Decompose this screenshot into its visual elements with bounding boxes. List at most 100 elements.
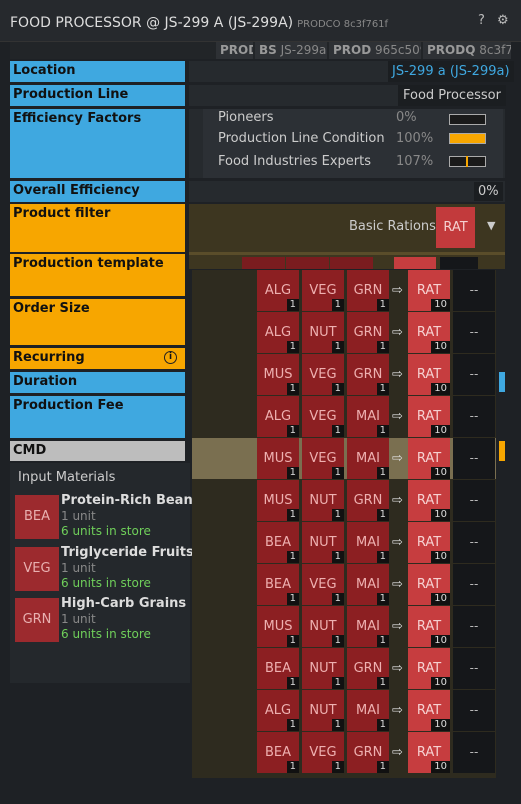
production-line-label: Production Line [10, 85, 185, 106]
duration-label: Duration [10, 372, 185, 393]
efficiency-percent: 107% [396, 154, 434, 169]
input-material-item[interactable]: BEA Protein-Rich Beans 1 unit 6 units in… [15, 493, 200, 543]
material-stock: 6 units in store [61, 576, 151, 590]
material-amount: 1 [331, 719, 344, 731]
recipe-extra: -- [453, 354, 495, 395]
material-amount: 10 [431, 299, 450, 311]
recipe-input-material: MAI 1 [347, 396, 389, 437]
arrow-right-icon: ⇨ [392, 661, 403, 676]
recipe-output-material: RAT 10 [408, 606, 450, 647]
gear-icon[interactable]: ⚙ [497, 13, 509, 28]
material-amount: 1 [286, 551, 299, 563]
recipe-option[interactable]: ALG 1 VEG 1 GRN 1 ⇨ RAT 10 -- [192, 270, 496, 311]
material-amount: 1 [376, 761, 389, 773]
recipe-input-material: VEG 1 [302, 732, 344, 773]
material-ticker: NUT [309, 535, 337, 550]
material-amount: 10 [431, 425, 450, 437]
location-label: Location [10, 61, 185, 82]
recipe-extra: -- [453, 396, 495, 437]
recipe-option[interactable]: BEA 1 NUT 1 GRN 1 ⇨ RAT 10 -- [192, 648, 496, 689]
material-amount: 1 [286, 425, 299, 437]
material-ticker: RAT [416, 409, 442, 424]
input-material-item[interactable]: GRN High-Carb Grains 1 unit 6 units in s… [15, 596, 187, 646]
recipe-option[interactable]: MUS 1 NUT 1 MAI 1 ⇨ RAT 10 -- [192, 606, 496, 647]
recipe-output-material: RAT 10 [408, 312, 450, 353]
recipe-input-material: GRN 1 [347, 732, 389, 773]
recipe-input-material: VEG 1 [302, 396, 344, 437]
material-ticker: RAT [416, 493, 442, 508]
material-ticker: RAT [416, 661, 442, 676]
material-ticker: MAI [356, 619, 380, 634]
recipe-input-material: VEG 1 [302, 438, 344, 479]
recipe-input-material: ALG 1 [257, 396, 299, 437]
chevron-down-icon[interactable]: ▼ [487, 219, 496, 232]
recipe-option[interactable]: ALG 1 NUT 1 GRN 1 ⇨ RAT 10 -- [192, 312, 496, 353]
material-amount: 10 [431, 551, 450, 563]
info-icon[interactable]: i [164, 351, 177, 364]
recipe-input-material: VEG 1 [302, 564, 344, 605]
recipe-option[interactable]: BEA 1 VEG 1 GRN 1 ⇨ RAT 10 -- [192, 732, 496, 773]
question-icon[interactable]: ? [478, 13, 485, 28]
material-ticker: ALG [264, 703, 292, 718]
material-ticker: GRN [15, 598, 59, 642]
recipe-input-material: MAI 1 [347, 606, 389, 647]
material-ticker: NUT [309, 325, 337, 340]
material-ticker: MAI [356, 451, 380, 466]
recipe-option[interactable]: MUS 1 NUT 1 GRN 1 ⇨ RAT 10 -- [192, 480, 496, 521]
material-ticker: MAI [356, 535, 380, 550]
material-ticker: VEG [309, 577, 337, 592]
material-ticker: BEA [264, 577, 292, 592]
arrow-right-icon: ⇨ [392, 619, 403, 634]
material-amount: 1 [286, 761, 299, 773]
material-amount: 1 [286, 635, 299, 647]
input-material-item[interactable]: VEG Triglyceride Fruits 1 unit 6 units i… [15, 545, 194, 595]
product-filter-label: Product filter [10, 204, 185, 252]
material-ticker: ALG [264, 325, 292, 340]
recurring-label: Recurring i [10, 348, 185, 369]
material-amount: 1 [376, 341, 389, 353]
material-amount: 1 [331, 677, 344, 689]
recipe-input-material: NUT 1 [302, 648, 344, 689]
recipe-input-material: BEA 1 [257, 522, 299, 563]
material-amount: 1 [286, 299, 299, 311]
arrow-right-icon: ⇨ [392, 283, 403, 298]
overall-row [189, 181, 505, 202]
recipe-output-material: RAT 10 [408, 354, 450, 395]
title-bar: FOOD PROCESSOR @ JS-299 A (JS-299A) PRODC… [0, 0, 521, 42]
recipe-option[interactable]: ALG 1 NUT 1 MAI 1 ⇨ RAT 10 -- [192, 690, 496, 731]
arrow-right-icon: ⇨ [392, 325, 403, 340]
material-units: 1 unit [61, 612, 96, 626]
material-ticker: VEG [309, 745, 337, 760]
efficiency-label: Efficiency Factors [10, 109, 185, 178]
efficiency-name: Pioneers [218, 110, 274, 125]
overall-efficiency-value: 0% [474, 182, 503, 201]
recipe-input-material: MUS 1 [257, 438, 299, 479]
recipe-input-material: MUS 1 [257, 354, 299, 395]
recipe-extra: -- [453, 732, 495, 773]
location-link[interactable]: JS-299 a (JS-299a) [388, 61, 514, 82]
recipe-option[interactable]: MUS 1 VEG 1 MAI 1 ⇨ RAT 10 -- [192, 438, 496, 479]
recipe-output-material: RAT 10 [408, 270, 450, 311]
recipe-input-material: BEA 1 [257, 648, 299, 689]
recipe-option[interactable]: BEA 1 VEG 1 MAI 1 ⇨ RAT 10 -- [192, 564, 496, 605]
product-filter-value: Basic Rations [349, 219, 436, 234]
material-ticker: NUT [309, 661, 337, 676]
material-ticker: RAT [416, 745, 442, 760]
input-materials-title: Input Materials [18, 470, 116, 485]
recipe-input-material: NUT 1 [302, 312, 344, 353]
product-filter-ticker: RAT [436, 207, 475, 248]
material-name: Protein-Rich Beans [61, 493, 201, 508]
recipe-extra: -- [453, 270, 495, 311]
recipe-option[interactable]: MUS 1 VEG 1 GRN 1 ⇨ RAT 10 -- [192, 354, 496, 395]
production-line-value: Food Processor [398, 85, 506, 106]
recipe-option[interactable]: ALG 1 VEG 1 MAI 1 ⇨ RAT 10 -- [192, 396, 496, 437]
recipe-option[interactable]: BEA 1 NUT 1 MAI 1 ⇨ RAT 10 -- [192, 522, 496, 563]
material-amount: 1 [376, 635, 389, 647]
material-ticker: GRN [353, 283, 383, 298]
recipe-input-material: GRN 1 [347, 354, 389, 395]
material-amount: 1 [286, 467, 299, 479]
recipe-input-material: MUS 1 [257, 480, 299, 521]
template-strip-cell [394, 257, 436, 269]
arrow-right-icon: ⇨ [392, 409, 403, 424]
tag-bs: BS JS-299a [255, 42, 327, 59]
